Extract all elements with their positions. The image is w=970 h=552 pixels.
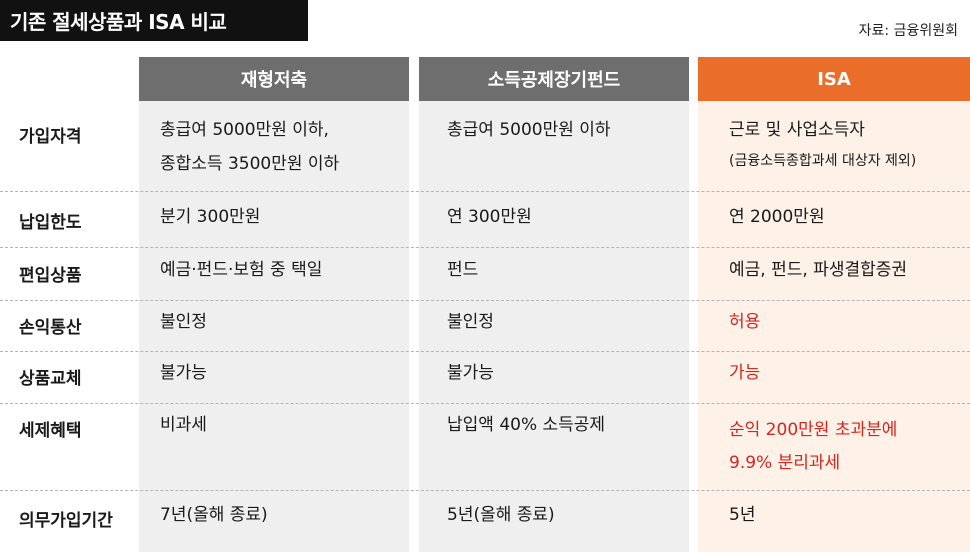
cell-fund-loss-offset: 불인정 bbox=[447, 312, 494, 332]
cell-fund-eligibility: 총급여 5000만원 이하 bbox=[447, 120, 611, 140]
chart-title: 기존 절세상품과 ISA 비교 bbox=[0, 0, 308, 41]
cell-savings-eligibility-2: 종합소득 3500만원 이하 bbox=[160, 154, 340, 174]
row-divider bbox=[0, 490, 970, 491]
row-label-switch: 상품교체 bbox=[19, 369, 82, 389]
cell-savings-tax-benefit: 비과세 bbox=[160, 415, 207, 435]
cell-fund-switch: 불가능 bbox=[447, 363, 494, 383]
column-header-3: ISA bbox=[698, 57, 970, 101]
column-background-3 bbox=[698, 57, 970, 552]
row-label-products: 편입상품 bbox=[19, 266, 82, 286]
column-background-1 bbox=[139, 57, 409, 552]
cell-savings-products: 예금·펀드·보험 중 택일 bbox=[160, 260, 323, 280]
cell-savings-limit: 분기 300만원 bbox=[160, 207, 261, 227]
cell-isa-limit: 연 2000만원 bbox=[729, 207, 825, 227]
row-divider bbox=[0, 191, 970, 192]
cell-isa-mandatory-period: 5년 bbox=[729, 505, 756, 525]
row-divider bbox=[0, 247, 970, 248]
cell-isa-eligibility-2: (금융소득종합과세 대상자 제외) bbox=[729, 153, 917, 169]
column-background-2 bbox=[419, 57, 689, 552]
column-header-1: 재형저축 bbox=[139, 57, 409, 101]
row-label-mandatory-period: 의무가입기간 bbox=[19, 511, 113, 531]
cell-isa-tax-benefit-2: 9.9% 분리과세 bbox=[729, 453, 841, 473]
cell-savings-mandatory-period: 7년(올해 종료) bbox=[160, 505, 268, 525]
cell-savings-eligibility-1: 총급여 5000만원 이하, bbox=[160, 120, 329, 140]
row-divider bbox=[0, 300, 970, 301]
row-label-tax-benefit: 세제혜택 bbox=[19, 421, 82, 441]
row-divider bbox=[0, 351, 970, 352]
row-label-loss-offset: 손익통산 bbox=[19, 318, 82, 338]
cell-isa-loss-offset: 허용 bbox=[729, 312, 761, 332]
cell-isa-switch: 가능 bbox=[729, 363, 761, 383]
cell-fund-mandatory-period: 5년(올해 종료) bbox=[447, 505, 555, 525]
cell-isa-eligibility-1: 근로 및 사업소득자 bbox=[729, 120, 865, 140]
cell-isa-products: 예금, 펀드, 파생결합증권 bbox=[729, 260, 908, 280]
cell-savings-loss-offset: 불인정 bbox=[160, 312, 207, 332]
column-header-2: 소득공제장기펀드 bbox=[419, 57, 689, 101]
row-divider bbox=[0, 403, 970, 404]
cell-fund-limit: 연 300만원 bbox=[447, 207, 532, 227]
cell-fund-tax-benefit: 납입액 40% 소득공제 bbox=[447, 415, 606, 435]
cell-savings-switch: 불가능 bbox=[160, 363, 207, 383]
row-label-eligibility: 가입자격 bbox=[19, 127, 82, 147]
row-label-limit: 납입한도 bbox=[19, 213, 82, 233]
cell-fund-products: 펀드 bbox=[447, 260, 479, 280]
cell-isa-tax-benefit-1: 순익 200만원 초과분에 bbox=[729, 420, 898, 440]
source-note: 자료: 금융위원회 bbox=[858, 23, 958, 39]
